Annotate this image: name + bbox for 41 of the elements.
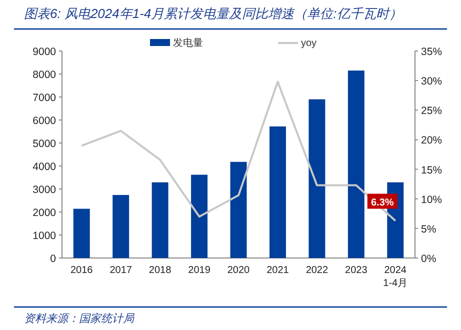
x-tick-label: 2018 (148, 265, 172, 276)
x-tick-label: 2021 (266, 265, 290, 276)
bar (230, 162, 247, 258)
y-tick-label: 0 (50, 253, 56, 265)
y-tick-label: 9000 (32, 46, 56, 58)
y-tick-label: 6000 (32, 115, 56, 127)
line-series (80, 80, 396, 222)
data-label: 6.3% (370, 198, 394, 209)
y-tick-label: 4000 (32, 161, 56, 173)
bar (152, 182, 168, 258)
x-tick-label: 2019 (188, 265, 211, 276)
y-tick-label: 8000 (32, 69, 56, 81)
bar (112, 194, 130, 258)
bar (73, 208, 90, 258)
y2-tick-label: 35% (421, 46, 442, 58)
bar (191, 174, 208, 258)
legend-label: 发电量 (173, 37, 203, 49)
x-tick-label: 2016 (70, 265, 94, 276)
y2-tick-label: 25% (421, 105, 442, 118)
x-tick-label: 2023 (345, 265, 368, 276)
y2-tick-label: 20% (421, 134, 442, 147)
y-tick-label: 3000 (32, 184, 56, 196)
legend-label: yoy (301, 38, 317, 49)
chart-title: 图表6: 风电2024年1-4月累计发电量及同比增速（单位:亿千瓦时） (24, 6, 402, 21)
y2-tick-label: 10% (421, 194, 442, 206)
y-tick-label: 2000 (32, 207, 56, 219)
x-tick-label: 2022 (306, 265, 329, 276)
y-tick-label: 5000 (32, 138, 56, 150)
bar (348, 70, 364, 258)
y2-tick-label: 30% (421, 76, 442, 88)
bar (308, 99, 326, 258)
x-tick-label: 2017 (110, 265, 132, 276)
y-tick-label: 1000 (32, 230, 56, 242)
y-tick-label: 7000 (32, 92, 56, 104)
bar (269, 126, 286, 258)
y2-tick-label: 0% (421, 253, 436, 265)
y2-tick-label: 15% (421, 164, 442, 176)
x-tick-label: 2024 1-4月 (383, 265, 408, 289)
y2-tick-label: 5% (421, 223, 436, 236)
x-tick-label: 2020 (227, 265, 250, 276)
text: 资料来源：国家统计局 (24, 312, 135, 325)
